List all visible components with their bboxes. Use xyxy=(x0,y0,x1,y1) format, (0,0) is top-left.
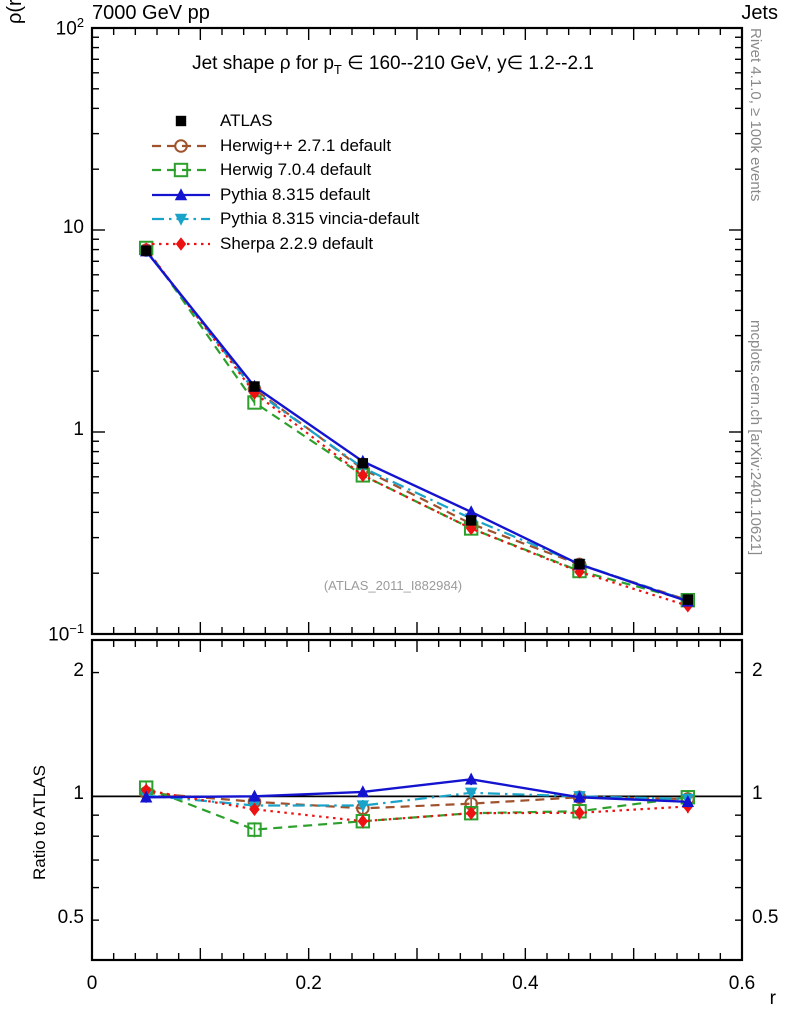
legend-label: Herwig++ 2.7.1 default xyxy=(220,135,392,155)
data-marker xyxy=(465,806,477,820)
ratio-series-herwig-7-0-4-default xyxy=(138,780,696,838)
legend-marker-triangle-down xyxy=(152,213,210,226)
ratio-series-line xyxy=(146,778,688,803)
data-marker xyxy=(174,187,188,200)
data-marker xyxy=(357,458,369,469)
data-marker xyxy=(174,138,188,153)
data-marker xyxy=(140,783,152,797)
x-axis-label: r xyxy=(769,988,776,1009)
x-tick-label: 0.6 xyxy=(728,973,756,994)
legend-label: Pythia 8.315 vincia-default xyxy=(220,209,420,228)
header-beam-label: 7000 GeV pp xyxy=(92,2,210,24)
x-tick-label: 0 xyxy=(86,973,98,994)
y-tick-label-ratio-left: 2 xyxy=(73,659,84,681)
title-subscript: T xyxy=(333,61,342,77)
data-marker xyxy=(247,822,262,837)
data-marker xyxy=(357,814,369,828)
ratio-series-pythia-8-315-default xyxy=(139,772,695,808)
data-marker xyxy=(249,381,260,392)
header-category-label: Jets xyxy=(741,2,778,24)
series-line xyxy=(145,249,689,602)
series-line xyxy=(145,248,689,607)
data-marker xyxy=(465,515,477,526)
y-tick-label-main: 102 xyxy=(55,15,84,40)
data-marker xyxy=(356,800,370,813)
legend-marker-square-open xyxy=(152,162,210,178)
data-marker xyxy=(573,790,586,803)
legend-marker-triangle-up xyxy=(152,187,210,200)
legend-label: Sherpa 2.2.9 default xyxy=(220,233,374,253)
series-pythia-8-315-default xyxy=(139,244,695,607)
series-herwig-2-7-1-default xyxy=(139,243,695,608)
page-title: Jet shape ρ for pT ∈ 160--210 GeV, y∈ 1.… xyxy=(192,52,594,77)
data-marker xyxy=(464,787,478,800)
data-marker xyxy=(356,785,370,798)
y-tick-label-main: 10 xyxy=(62,217,84,238)
data-marker xyxy=(465,521,477,536)
y-tick-label-ratio-right: 2 xyxy=(752,659,763,681)
y-tick-label-ratio-right: 1 xyxy=(752,783,763,805)
series-pythia-8-315-vincia-default xyxy=(139,245,695,608)
y-tick-label-ratio-right: 0.5 xyxy=(752,907,779,929)
data-marker xyxy=(173,162,189,178)
series-line xyxy=(145,250,689,603)
ratio-series-line xyxy=(145,789,688,823)
ratio-series-herwig-2-7-1-default xyxy=(139,786,695,816)
x-tick-label: 0.2 xyxy=(295,973,322,994)
data-marker xyxy=(574,558,585,570)
series-atlas xyxy=(140,245,694,606)
data-marker xyxy=(175,236,187,251)
legend-label: Herwig 7.0.4 default xyxy=(220,160,372,179)
data-marker xyxy=(682,594,694,605)
legend-label: ATLAS xyxy=(220,111,273,130)
data-marker xyxy=(139,790,153,803)
title-post: ∈ 160--210 GeV, y∈ 1.2--2.1 xyxy=(341,53,594,74)
ratio-series-line xyxy=(146,791,688,810)
y-tick-label-main: 1 xyxy=(73,419,84,440)
data-marker xyxy=(464,772,478,785)
legend-marker-diamond xyxy=(152,236,210,251)
data-marker xyxy=(175,115,187,127)
x-tick-label: 0.4 xyxy=(512,973,539,994)
data-marker xyxy=(681,795,695,807)
series-herwig-7-0-4-default xyxy=(138,240,696,608)
y-tick-label-ratio-left: 0.5 xyxy=(57,907,84,929)
data-marker xyxy=(140,245,152,256)
legend-marker-square-filled xyxy=(175,115,187,127)
data-marker xyxy=(357,468,369,483)
series-line xyxy=(145,247,689,602)
series-line xyxy=(145,250,689,602)
ratio-series-line xyxy=(146,791,688,807)
data-marker xyxy=(249,802,260,817)
data-marker xyxy=(464,505,478,518)
y-tick-label-ratio-left: 1 xyxy=(73,783,84,805)
data-marker xyxy=(174,213,188,226)
data-marker xyxy=(574,806,585,820)
legend-marker-circle-open xyxy=(152,138,210,153)
data-marker xyxy=(248,789,261,802)
analysis-id-watermark: (ATLAS_2011_I882984) xyxy=(323,578,463,593)
series-sherpa-2-2-9-default xyxy=(140,242,694,613)
y-tick-label-main: 10−1 xyxy=(48,621,84,646)
title-pre: Jet shape ρ for p xyxy=(192,53,334,74)
legend-label: Pythia 8.315 default xyxy=(220,184,371,204)
ratio-series-line xyxy=(145,786,688,831)
